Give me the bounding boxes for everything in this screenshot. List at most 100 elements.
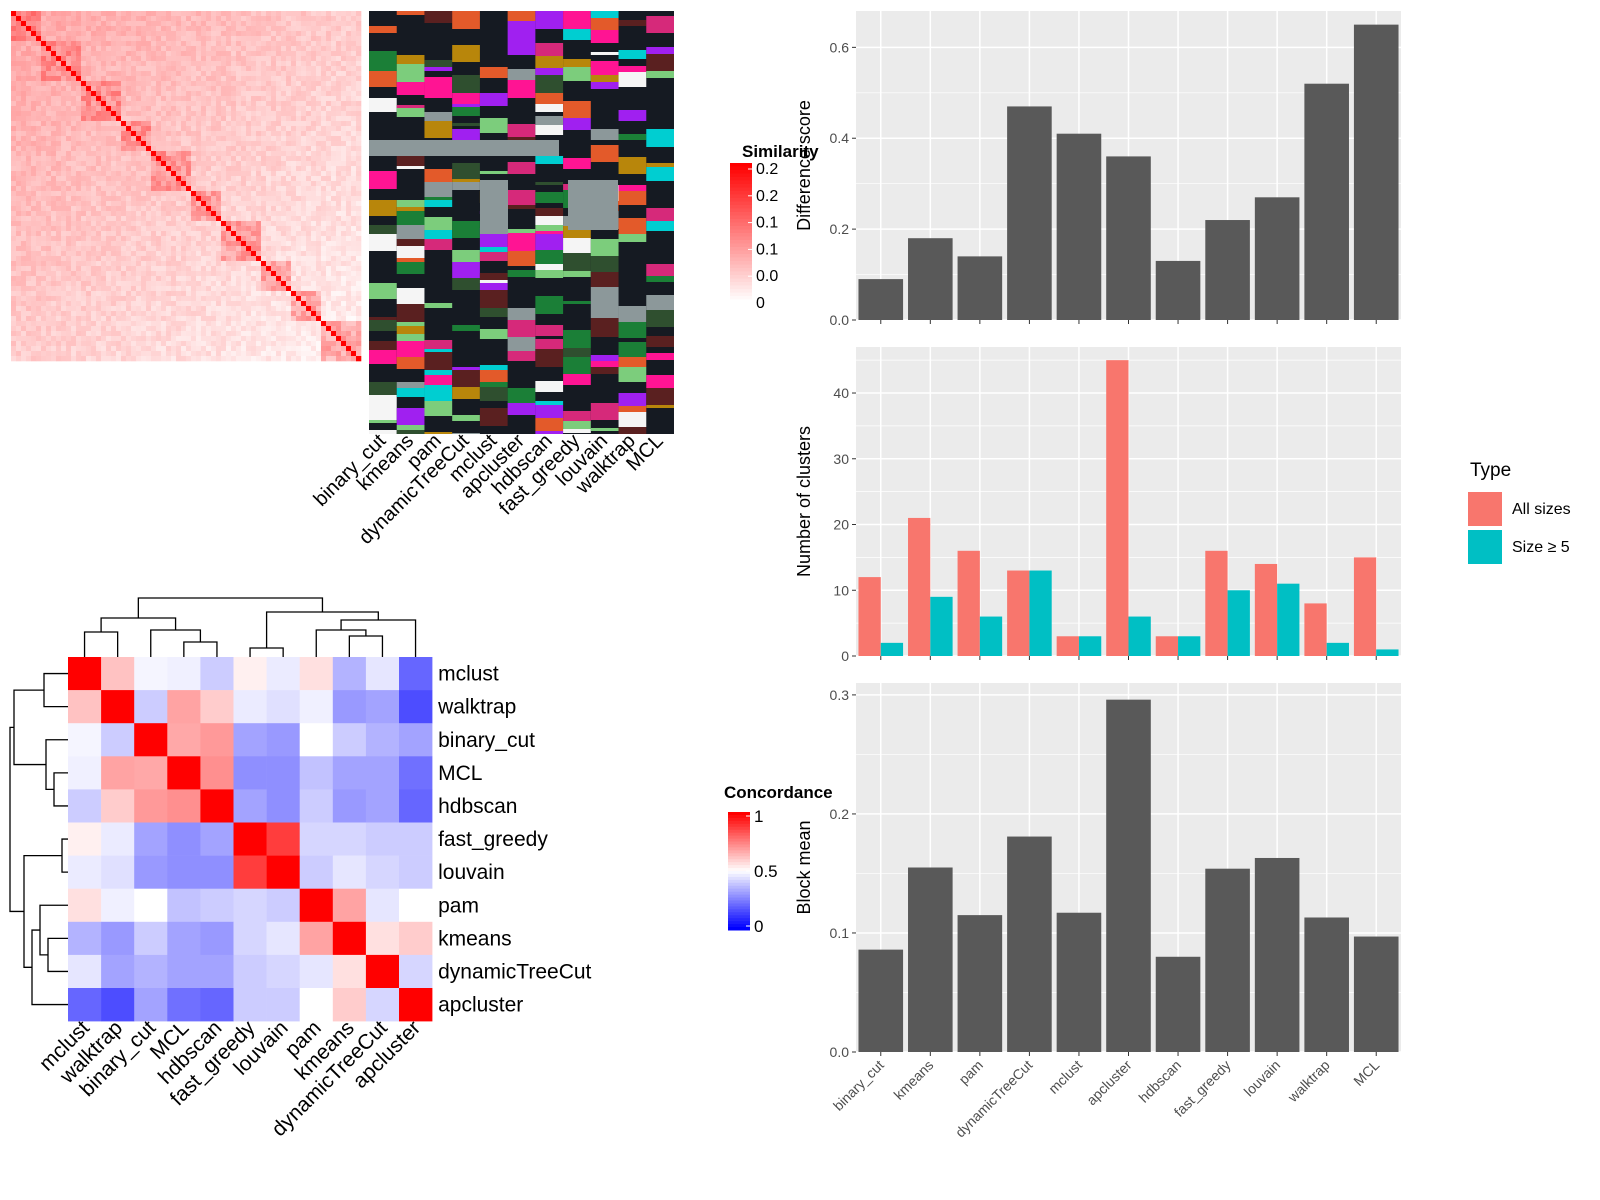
similarity-cell <box>121 176 127 182</box>
similarity-cell <box>356 186 362 192</box>
similarity-cell <box>196 246 202 252</box>
similarity-cell <box>136 141 142 147</box>
similarity-cell <box>241 166 247 172</box>
similarity-cell <box>41 161 47 167</box>
similarity-cell <box>26 221 32 227</box>
similarity-cell <box>146 141 152 147</box>
similarity-cell <box>266 351 272 357</box>
similarity-cell <box>186 71 192 77</box>
similarity-cell <box>216 281 222 287</box>
similarity-cell <box>66 196 72 202</box>
cluster-segment <box>452 123 480 126</box>
similarity-cell <box>281 61 287 67</box>
cluster-segment <box>369 350 397 364</box>
similarity-cell <box>96 81 102 87</box>
similarity-cell <box>211 226 217 232</box>
similarity-cell <box>36 316 42 322</box>
similarity-cell <box>21 341 27 347</box>
similarity-cell <box>96 211 102 217</box>
similarity-cell <box>66 51 72 57</box>
similarity-cell <box>46 181 52 187</box>
similarity-cell <box>111 196 117 202</box>
similarity-cell <box>16 356 22 362</box>
similarity-cell <box>206 296 212 302</box>
similarity-cell <box>306 81 312 87</box>
similarity-cell <box>206 226 212 232</box>
similarity-cell <box>301 111 307 117</box>
similarity-cell <box>186 121 192 127</box>
similarity-cell <box>346 216 352 222</box>
similarity-cell <box>51 166 57 172</box>
similarity-cell <box>76 261 82 267</box>
similarity-cell <box>206 321 212 327</box>
similarity-cell <box>231 321 237 327</box>
similarity-cell <box>251 116 257 122</box>
similarity-cell <box>251 311 257 317</box>
similarity-cell <box>51 336 57 342</box>
similarity-cell <box>46 66 52 72</box>
similarity-cell <box>261 351 267 357</box>
similarity-cell <box>26 106 32 112</box>
similarity-cell <box>106 306 112 312</box>
similarity-cell <box>221 106 227 112</box>
similarity-cell <box>31 21 37 27</box>
similarity-cell <box>301 211 307 217</box>
similarity-cell <box>131 356 137 362</box>
similarity-cell <box>261 201 267 207</box>
similarity-cell <box>231 141 237 147</box>
similarity-cell <box>246 81 252 87</box>
similarity-cell <box>156 91 162 97</box>
similarity-cell <box>61 61 67 67</box>
similarity-cell <box>16 21 22 27</box>
similarity-cell <box>341 71 347 77</box>
similarity-cell <box>221 216 227 222</box>
similarity-cell <box>191 16 197 22</box>
similarity-cell <box>171 46 177 52</box>
similarity-cell <box>31 86 37 92</box>
similarity-cell <box>66 231 72 237</box>
similarity-cell <box>166 301 172 307</box>
similarity-cell <box>221 121 227 127</box>
similarity-cell <box>241 101 247 107</box>
similarity-cell <box>206 201 212 207</box>
similarity-cell <box>26 156 32 162</box>
similarity-cell <box>46 36 52 42</box>
similarity-cell <box>276 111 282 117</box>
similarity-cell <box>291 346 297 352</box>
similarity-cell <box>146 216 152 222</box>
similarity-cell <box>316 356 322 362</box>
similarity-cell <box>306 346 312 352</box>
similarity-cell <box>26 286 32 292</box>
similarity-cell <box>346 131 352 137</box>
similarity-cell <box>51 91 57 97</box>
similarity-cell <box>111 106 117 112</box>
similarity-cell <box>161 206 167 212</box>
similarity-cell <box>251 141 257 147</box>
similarity-cell <box>116 26 122 32</box>
similarity-cell <box>71 116 77 122</box>
similarity-cell <box>206 56 212 62</box>
similarity-cell <box>231 21 237 27</box>
similarity-cell <box>186 141 192 147</box>
similarity-cell <box>281 281 287 287</box>
similarity-cell <box>256 16 262 22</box>
similarity-cell <box>236 106 242 112</box>
similarity-cell <box>11 206 17 212</box>
similarity-cell <box>76 291 82 297</box>
similarity-cell <box>241 261 247 267</box>
similarity-cell <box>141 261 147 267</box>
similarity-cell <box>311 326 317 332</box>
similarity-cell <box>121 41 127 47</box>
similarity-cell <box>311 196 317 202</box>
similarity-cell <box>331 156 337 162</box>
similarity-cell <box>261 246 267 252</box>
similarity-cell <box>276 246 282 252</box>
similarity-cell <box>306 281 312 287</box>
similarity-cell <box>341 111 347 117</box>
similarity-cell <box>186 311 192 317</box>
similarity-cell <box>26 321 32 327</box>
similarity-cell <box>116 356 122 362</box>
similarity-cell <box>236 226 242 232</box>
similarity-cell <box>331 126 337 132</box>
similarity-cell <box>226 141 232 147</box>
